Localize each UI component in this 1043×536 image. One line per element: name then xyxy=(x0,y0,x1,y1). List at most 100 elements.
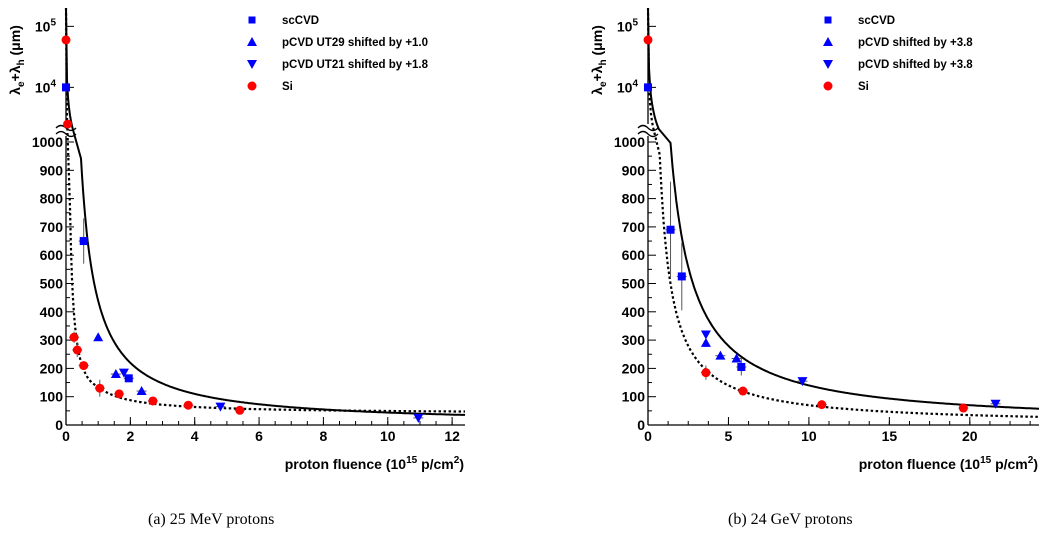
marker-circle xyxy=(61,35,71,45)
legend-label: scCVD xyxy=(282,15,319,27)
legend-label: pCVD UT21 shifted by +1.8 xyxy=(282,59,429,71)
y-tick-label: 900 xyxy=(622,162,646,178)
x-tick-label: 2 xyxy=(126,428,134,444)
x-tick-label: 0 xyxy=(62,428,70,444)
y-tick-label: 700 xyxy=(40,219,64,235)
marker-triangle-up xyxy=(136,386,147,396)
axis-break-upper xyxy=(637,124,659,132)
marker-triangle-up xyxy=(93,332,104,342)
marker-square xyxy=(737,362,746,371)
marker-square xyxy=(62,83,70,92)
marker-circle xyxy=(817,400,827,410)
legend-marker-triangle-up xyxy=(823,37,833,46)
panel-b: 0 100 200 300 400 500 600 700 800 900 1000 104 105 0 5… xyxy=(589,7,1039,472)
legend-label: Si xyxy=(282,81,293,93)
marker-circle xyxy=(643,35,653,45)
y-tick-label: 800 xyxy=(40,191,64,207)
legend-label: Si xyxy=(858,81,869,93)
marker-triangle-up xyxy=(715,350,726,360)
y-tick-label: 700 xyxy=(622,219,646,235)
marker-square xyxy=(79,237,88,246)
marker-circle xyxy=(72,345,82,355)
x-tick-label: 20 xyxy=(962,428,978,444)
x-tick-label: 15 xyxy=(882,428,898,444)
marker-square xyxy=(124,374,133,383)
y-tick-label: 400 xyxy=(622,304,646,320)
x-tick-label: 0 xyxy=(644,428,652,444)
marker-triangle-down xyxy=(797,377,808,387)
marker-circle xyxy=(701,368,711,378)
x-tick-label: 6 xyxy=(255,428,263,444)
marker-triangle-up xyxy=(700,337,711,347)
legend-marker-circle xyxy=(823,81,833,91)
y-tick-label: 500 xyxy=(40,276,64,292)
legend-label: pCVD shifted by +3.8 xyxy=(858,37,973,49)
marker-square xyxy=(666,225,675,234)
legend-marker-triangle-up xyxy=(247,37,257,46)
marker-circle xyxy=(114,389,124,399)
fit-curve-solid xyxy=(65,7,466,416)
x-tick-label: 4 xyxy=(191,428,199,444)
y-tick-label: 0 xyxy=(637,417,645,433)
y-tick-label: 1000 xyxy=(32,134,63,150)
panel-a-caption: (a) 25 MeV protons xyxy=(148,511,274,528)
legend-marker-square xyxy=(248,16,256,24)
marker-triangle-up xyxy=(110,369,121,379)
marker-circle xyxy=(235,405,245,415)
y-tick-label: 0 xyxy=(55,417,63,433)
fit-curve-dotted xyxy=(646,7,1039,418)
marker-triangle-down xyxy=(700,330,711,340)
x-tick-label: 8 xyxy=(320,428,328,444)
y-log-tick-label: 105 xyxy=(35,17,57,34)
axis-break-lower xyxy=(637,130,659,138)
y-tick-label: 800 xyxy=(622,191,646,207)
y-tick-label: 300 xyxy=(40,332,64,348)
marker-circle xyxy=(79,361,89,371)
y-tick-label: 100 xyxy=(622,389,646,405)
legend-marker-circle xyxy=(247,81,257,91)
x-tick-label: 10 xyxy=(380,428,396,444)
x-axis-title: proton fluence (1015 p/cm2) xyxy=(859,455,1038,472)
y-tick-label: 900 xyxy=(40,162,64,178)
y-tick-label: 1000 xyxy=(614,134,645,150)
axis-break-lower xyxy=(55,130,77,138)
y-tick-label: 200 xyxy=(622,360,646,376)
marker-circle xyxy=(95,383,105,393)
y-log-tick-label: 104 xyxy=(35,78,57,95)
x-tick-label: 12 xyxy=(444,428,460,444)
legend-label: pCVD UT29 shifted by +1.0 xyxy=(282,37,428,49)
y-log-tick-label: 104 xyxy=(617,78,639,95)
marker-circle xyxy=(69,332,79,342)
legend-label: scCVD xyxy=(858,15,895,27)
y-tick-label: 300 xyxy=(622,332,646,348)
y-axis-title: λe+λh (μm) xyxy=(589,25,609,95)
y-tick-label: 500 xyxy=(622,276,646,292)
marker-circle xyxy=(63,119,73,129)
fit-curve-dotted xyxy=(64,7,465,413)
marker-triangle-down xyxy=(413,413,424,423)
marker-square xyxy=(644,83,652,92)
legend-marker-square xyxy=(824,16,832,24)
marker-circle xyxy=(738,386,748,396)
y-axis-title: λe+λh (μm) xyxy=(7,25,27,95)
y-tick-label: 600 xyxy=(622,247,646,263)
x-tick-label: 5 xyxy=(725,428,733,444)
legend-marker-triangle-down xyxy=(823,60,833,69)
y-log-tick-label: 105 xyxy=(617,17,639,34)
marker-triangle-down xyxy=(215,402,226,412)
legend-marker-triangle-down xyxy=(247,60,257,69)
marker-triangle-down xyxy=(990,399,1001,409)
y-tick-label: 100 xyxy=(40,389,64,405)
y-tick-label: 200 xyxy=(40,360,64,376)
fit-curve-solid xyxy=(647,7,1039,410)
marker-triangle-down xyxy=(118,368,129,378)
y-tick-label: 600 xyxy=(40,247,64,263)
legend-label: pCVD shifted by +3.8 xyxy=(858,59,973,71)
y-tick-label: 400 xyxy=(40,304,64,320)
panel-b-caption: (b) 24 GeV protons xyxy=(728,511,853,528)
marker-square xyxy=(677,272,686,281)
marker-circle xyxy=(148,396,158,406)
marker-circle xyxy=(958,403,968,413)
